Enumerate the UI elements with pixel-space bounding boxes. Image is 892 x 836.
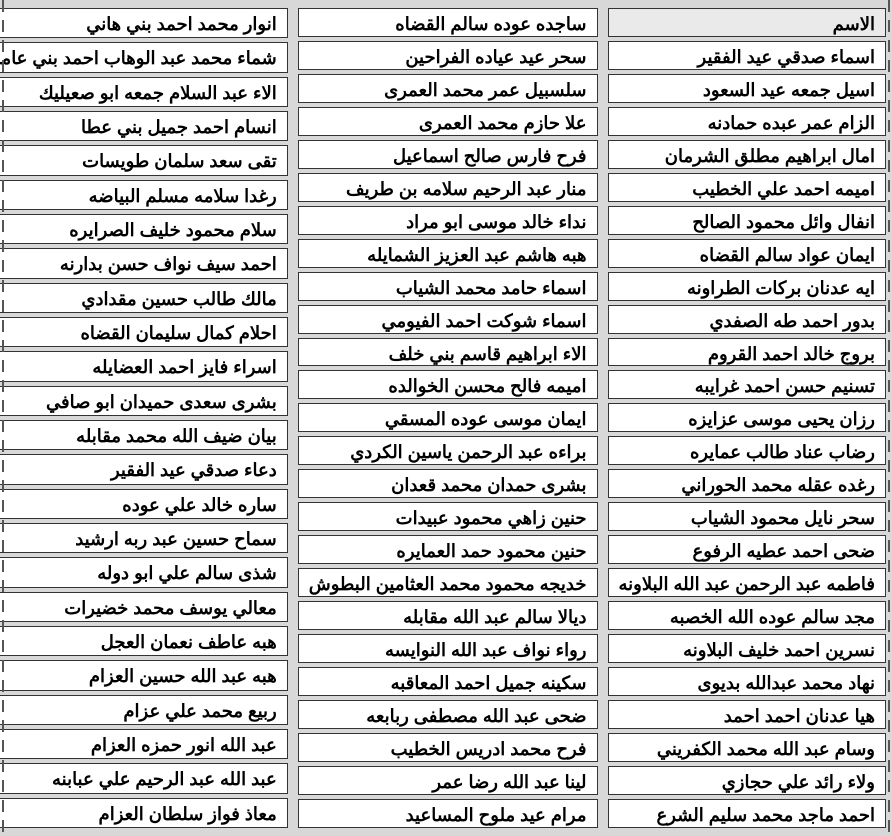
name-cell: هبه عبد الله حسين العزام	[0, 660, 288, 690]
name-cell: سلسبيل عمر محمد العمرى	[298, 74, 598, 103]
name-cell: انوار محمد احمد بني هاني	[0, 8, 288, 38]
name-cell: معاذ فواز سلطان العزام	[0, 798, 288, 828]
name-cell: رغده عقله محمد الحوراني	[608, 469, 886, 498]
name-cell: حنين زاهي محمود عبيدات	[298, 502, 598, 531]
name-cell: بشرى سعدى حميدان ابو صافي	[0, 386, 288, 416]
name-cell: هبه هاشم عبد العزيز الشمايله	[298, 239, 598, 268]
name-cell: بروج خالد احمد القروم	[608, 338, 886, 367]
name-cell: اميمه احمد علي الخطيب	[608, 173, 886, 202]
name-cell: سلام محمود خليف الصرايره	[0, 214, 288, 244]
name-cell: انسام احمد جميل بني عطا	[0, 111, 288, 141]
name-cell: ساجده عوده سالم القضاه	[298, 8, 598, 37]
name-cell: عبد الله انور حمزه العزام	[0, 729, 288, 759]
name-cell: شذى سالم علي ابو دوله	[0, 557, 288, 587]
name-cell: سحر نايل محمود الشياب	[608, 502, 886, 531]
name-cell: انفال وائل محمود الصالح	[608, 206, 886, 235]
name-cell: عبد الله عبد الرحيم علي عبابنه	[0, 763, 288, 793]
name-cell: الزام عمر عبده حمادنه	[608, 107, 886, 136]
name-cell: اسراء فايز احمد العضايله	[0, 351, 288, 381]
name-cell: نداء خالد موسى ابو مراد	[298, 206, 598, 235]
name-cell: نسرين احمد خليف البلاونه	[608, 634, 886, 663]
name-cell: فرح فارس صالح اسماعيل	[298, 140, 598, 169]
name-cell: احمد ماجد محمد سليم الشرع	[608, 799, 886, 828]
columns-container: الاسم اسماء صدقي عيد الفقير اسيل جمعه عي…	[6, 8, 886, 828]
name-cell: تسنيم حسن احمد غرايبه	[608, 370, 886, 399]
name-cell: شماء محمد عبد الوهاب احمد بني عامر	[0, 42, 288, 72]
name-cell: معالي يوسف محمد خضيرات	[0, 592, 288, 622]
name-cell: الاء ابراهيم قاسم بني خلف	[298, 338, 598, 367]
name-cell: لينا عبد الله رضا عمر	[298, 766, 598, 795]
name-cell: ربيع محمد علي عزام	[0, 695, 288, 725]
column-2: ساجده عوده سالم القضاه سحر عيد عياده الف…	[298, 8, 598, 828]
name-cell: تقى سعد سلمان طويسات	[0, 145, 288, 175]
name-cell: فرح محمد ادريس الخطيب	[298, 733, 598, 762]
name-cell: ديالا سالم عبد الله مقابله	[298, 601, 598, 630]
name-cell: ايمان موسى عوده المسقي	[298, 403, 598, 432]
name-cell: وسام عبد الله محمد الكفريني	[608, 733, 886, 762]
scan-edge-right	[888, 0, 890, 836]
name-cell: ولاء رائد علي حجازي	[608, 766, 886, 795]
name-cell: ساره خالد علي عوده	[0, 489, 288, 519]
name-cell: علا حازم محمد العمرى	[298, 107, 598, 136]
name-cell: امال ابراهيم مطلق الشرمان	[608, 140, 886, 169]
name-cell: منار عبد الرحيم سلامه بن طريف	[298, 173, 598, 202]
column-1: الاسم اسماء صدقي عيد الفقير اسيل جمعه عي…	[608, 8, 886, 828]
name-cell: اسماء شوكت احمد الفيومي	[298, 305, 598, 334]
name-cell: هيا عدنان احمد احمد	[608, 700, 886, 729]
name-cell: رغدا سلامه مسلم البياضه	[0, 180, 288, 210]
name-cell: حنين محمود حمد العمايره	[298, 535, 598, 564]
column-header: الاسم	[608, 8, 886, 37]
name-cell: فاطمه عبد الرحمن عبد الله البلاونه	[608, 568, 886, 597]
name-cell: نهاد محمد عبدالله بديوى	[608, 667, 886, 696]
name-cell: اميمه فالح محسن الخوالده	[298, 370, 598, 399]
name-cell: بيان ضيف الله محمد مقابله	[0, 420, 288, 450]
name-cell: رزان يحيى موسى عزايزه	[608, 403, 886, 432]
name-cell: رضاب عناد طالب عمايره	[608, 436, 886, 465]
name-cell: ايه عدنان بركات الطراونه	[608, 272, 886, 301]
name-cell: سكينه جميل احمد المعاقبه	[298, 667, 598, 696]
name-cell: احمد سيف نواف حسن بدارنه	[0, 248, 288, 278]
name-cell: ضحى عبد الله مصطفى ربابعه	[298, 700, 598, 729]
name-cell: اسماء صدقي عيد الفقير	[608, 41, 886, 70]
name-cell: هبه عاطف نعمان العجل	[0, 626, 288, 656]
names-table-page: الاسم اسماء صدقي عيد الفقير اسيل جمعه عي…	[0, 0, 892, 836]
name-cell: براءه عبد الرحمن ياسين الكردي	[298, 436, 598, 465]
name-cell: سحر عيد عياده الفراحين	[298, 41, 598, 70]
name-cell: خديجه محمود محمد العثامين البطوش	[298, 568, 598, 597]
name-cell: بدور احمد طه الصفدي	[608, 305, 886, 334]
column-3: انوار محمد احمد بني هاني شماء محمد عبد ا…	[0, 8, 288, 828]
name-cell: سماح حسين عبد ربه ارشيد	[0, 523, 288, 553]
name-cell: بشرى حمدان محمد قعدان	[298, 469, 598, 498]
name-cell: اسيل جمعه عيد السعود	[608, 74, 886, 103]
name-cell: مجد سالم عوده الله الخصبه	[608, 601, 886, 630]
scan-edge-left	[2, 0, 4, 836]
name-cell: ايمان عواد سالم القضاه	[608, 239, 886, 268]
name-cell: مرام عيد ملوح المساعيد	[298, 799, 598, 828]
name-cell: ضحى احمد عطيه الرفوع	[608, 535, 886, 564]
name-cell: دعاء صدقي عيد الفقير	[0, 454, 288, 484]
name-cell: مالك طالب حسين مقدادي	[0, 283, 288, 313]
name-cell: الاء عبد السلام جمعه ابو صعيليك	[0, 77, 288, 107]
name-cell: اسماء حامد محمد الشياب	[298, 272, 598, 301]
name-cell: رواء نواف عبد الله النوايسه	[298, 634, 598, 663]
name-cell: احلام كمال سليمان القضاه	[0, 317, 288, 347]
